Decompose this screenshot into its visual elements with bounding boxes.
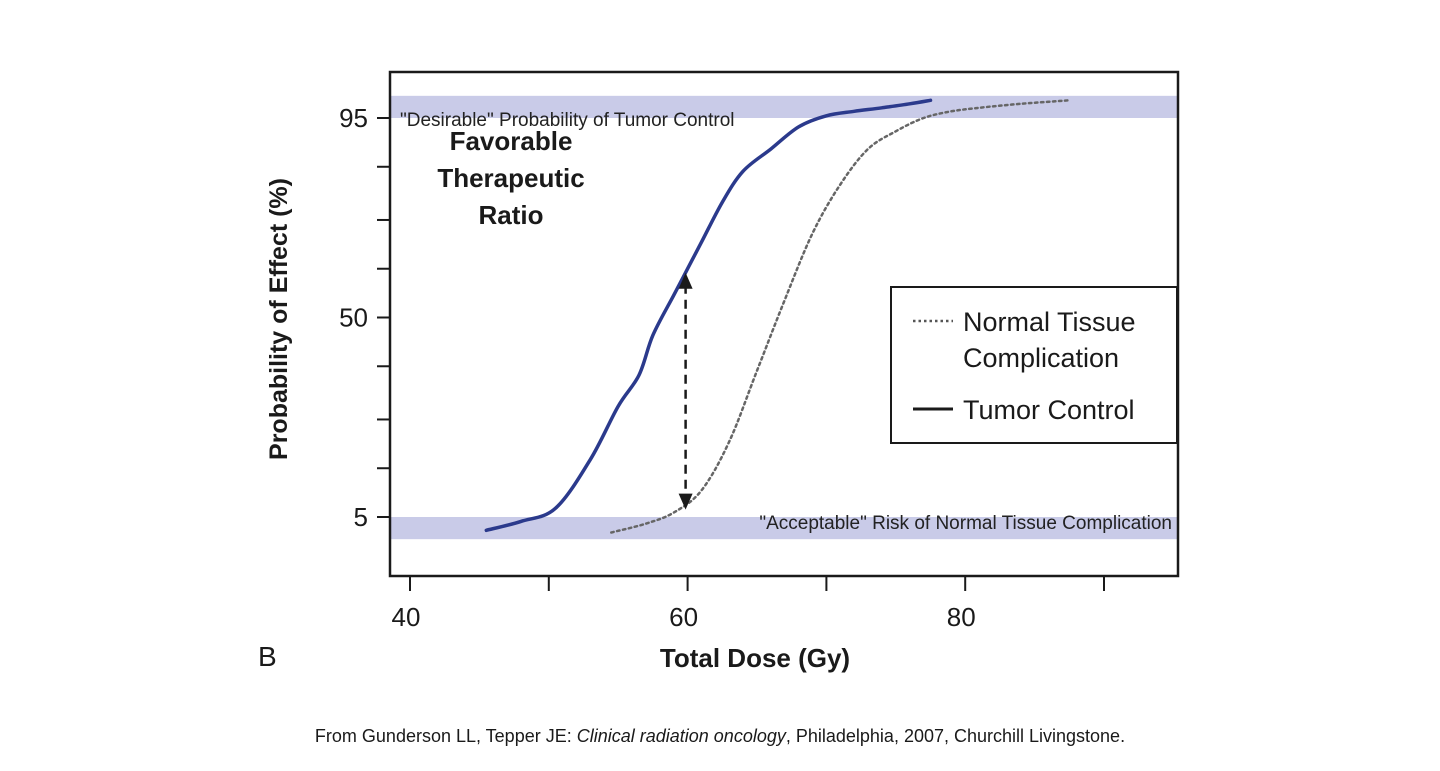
x-tick-label-60: 60 [669, 602, 698, 632]
band-labels: "Desirable" Probability of Tumor Control… [400, 110, 1172, 534]
legend: Normal Tissue Complication Tumor Control [890, 286, 1178, 444]
y-tick-label-5: 5 [354, 502, 368, 532]
y-axis: 5 50 95 [339, 103, 390, 532]
band-0 [390, 95, 1178, 118]
legend-box [890, 286, 1178, 444]
legend-label-normal-tissue-line1: Normal Tissue [963, 307, 1136, 337]
curves-layer [484, 98, 1071, 534]
y-axis-title: Probability of Effect (%) [265, 178, 293, 460]
arrow-head-down [678, 493, 693, 510]
series-line-tumor-control [484, 98, 933, 533]
source-suffix: , Philadelphia, 2007, Churchill Livingst… [785, 726, 1126, 746]
y-tick-label-50: 50 [339, 303, 368, 333]
favorable-label-line-2: Ratio [479, 200, 544, 230]
source-prefix: From Gunderson LL, Tepper JE: [314, 726, 577, 746]
band-label-0: "Desirable" Probability of Tumor Control [400, 110, 735, 131]
dose-response-chart: 5 50 95 40 60 80 "Desirable" Probability of … [258, 70, 1180, 673]
source-citation: From Gunderson LL, Tepper JE: Clinical r… [0, 726, 1440, 747]
arrow-layer [678, 272, 693, 510]
x-tick-label-80: 80 [947, 602, 976, 632]
x-tick-label-40: 40 [392, 602, 421, 632]
series-line-normal-tissue [610, 99, 1071, 534]
arrow-head-up [678, 272, 693, 289]
favorable-label-line-0: Favorable [450, 126, 573, 156]
favorable-ratio-label: Favorable Therapeutic Ratio [437, 126, 584, 230]
band-1 [390, 517, 1178, 540]
bands-layer [390, 95, 1178, 540]
band-label-1: "Acceptable" Risk of Normal Tissue Compl… [759, 513, 1172, 534]
legend-label-normal-tissue: Normal Tissue Complication [963, 307, 1143, 373]
y-tick-label-95: 95 [339, 103, 368, 133]
favorable-label-line-1: Therapeutic [437, 163, 584, 193]
x-axis: 40 60 80 [392, 576, 1105, 632]
source-title: Clinical radiation oncology [576, 726, 786, 746]
x-axis-title: Total Dose (Gy) [660, 643, 850, 673]
legend-label-normal-tissue-line2: Complication [963, 343, 1119, 373]
panel-label: B [258, 641, 277, 672]
legend-label-tumor-control: Tumor Control [963, 395, 1135, 425]
